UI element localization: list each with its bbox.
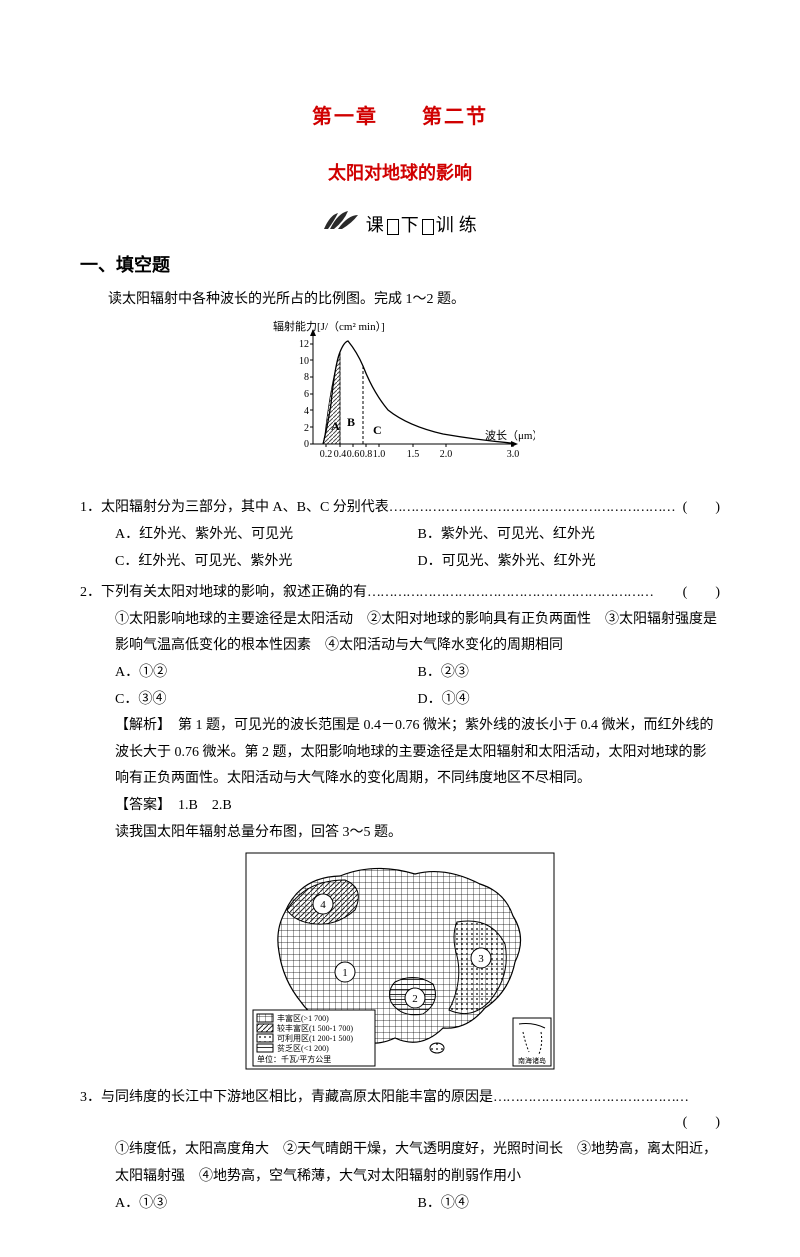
chapter-title: 第一章 第二节 bbox=[80, 100, 720, 129]
svg-text:丰富区(>1 700): 丰富区(>1 700) bbox=[277, 1013, 329, 1023]
svg-text:4: 4 bbox=[304, 406, 309, 417]
q2-opt-a: A．①② bbox=[115, 660, 418, 687]
svg-text:1.0: 1.0 bbox=[373, 449, 386, 460]
svg-text:0: 0 bbox=[304, 439, 309, 450]
q2-number: 2． bbox=[80, 580, 101, 605]
svg-text:0.6: 0.6 bbox=[347, 449, 360, 460]
ylabel: 辐射能力[J/（cm² min）] bbox=[273, 320, 385, 333]
decor-text: 课下训练 bbox=[366, 215, 478, 235]
svg-text:0.8: 0.8 bbox=[360, 449, 373, 460]
svg-text:单位：千瓦/平方公里: 单位：千瓦/平方公里 bbox=[257, 1054, 331, 1064]
q2-items: ①太阳影响地球的主要途径是太阳活动 ②太阳对地球的影响具有正负两面性 ③太阳辐射… bbox=[115, 607, 720, 660]
svg-text:2: 2 bbox=[412, 993, 418, 1005]
svg-text:0.2: 0.2 bbox=[320, 449, 333, 460]
q1-opt-d: D．可见光、紫外光、红外光 bbox=[418, 549, 721, 576]
figure-map: 1 2 3 4 丰富区(>1 700) 较丰富区(1 500-1 700) bbox=[80, 852, 720, 1075]
svg-text:B: B bbox=[347, 415, 355, 429]
svg-text:A: A bbox=[331, 419, 340, 433]
svg-text:4: 4 bbox=[320, 899, 326, 911]
svg-text:12: 12 bbox=[299, 339, 309, 350]
q1-number: 1． bbox=[80, 495, 101, 520]
question-3: 3． 与同纬度的长江中下游地区相比，青藏高原太阳能丰富的原因是( ) bbox=[80, 1085, 720, 1135]
q3-number: 3． bbox=[80, 1085, 101, 1135]
figure-spectrum: 辐射能力[J/（cm² min）] 0 2 4 6 8 10 12 bbox=[80, 320, 720, 485]
svg-text:3.0: 3.0 bbox=[507, 449, 520, 460]
q2-answer: 【答案】 1.B 2.B bbox=[115, 793, 720, 820]
q2-stem: 下列有关太阳对地球的影响，叙述正确的有 bbox=[101, 585, 367, 600]
question-1: 1． 太阳辐射分为三部分，其中 A、B、C 分别代表 ( ) bbox=[80, 495, 720, 520]
svg-text:南海诸岛: 南海诸岛 bbox=[518, 1056, 546, 1065]
q3-items: ①纬度低，太阳高度角大 ②天气晴朗干燥，大气透明度好，光照时间长 ③地势高，离太… bbox=[115, 1137, 720, 1190]
question-2: 2． 下列有关太阳对地球的影响，叙述正确的有 ( ) bbox=[80, 580, 720, 605]
q3-stem: 与同纬度的长江中下游地区相比，青藏高原太阳能丰富的原因是 bbox=[101, 1090, 493, 1105]
leaf-icon bbox=[322, 209, 362, 231]
xlabel: 波长（μm） bbox=[485, 429, 535, 442]
q1-paren: ( ) bbox=[683, 495, 720, 520]
heading-fill-blank: 一、填空题 bbox=[80, 251, 720, 277]
intro-1-2: 读太阳辐射中各种波长的光所占的比例图。完成 1～2 题。 bbox=[80, 287, 720, 312]
svg-text:可利用区(1 200-1 500): 可利用区(1 200-1 500) bbox=[277, 1033, 353, 1043]
q1-opt-a: A．红外光、紫外光、可见光 bbox=[115, 522, 418, 549]
svg-text:1: 1 bbox=[342, 967, 348, 979]
intro-3-5: 读我国太阳年辐射总量分布图，回答 3～5 题。 bbox=[115, 820, 720, 847]
q2-explain: 【解析】 第 1 题，可见光的波长范围是 0.4－0.76 微米；紫外线的波长小… bbox=[115, 713, 720, 793]
q1-opt-c: C．红外光、可见光、紫外光 bbox=[115, 549, 418, 576]
section-title: 太阳对地球的影响 bbox=[80, 159, 720, 185]
q2-opt-d: D．①④ bbox=[418, 687, 721, 714]
q2-opt-c: C．③④ bbox=[115, 687, 418, 714]
svg-text:贫乏区(<1 200): 贫乏区(<1 200) bbox=[277, 1043, 329, 1053]
q1-stem: 太阳辐射分为三部分，其中 A、B、C 分别代表 bbox=[101, 500, 389, 515]
q3-opt-a: A．①③ bbox=[115, 1191, 418, 1218]
svg-text:较丰富区(1 500-1 700): 较丰富区(1 500-1 700) bbox=[277, 1023, 353, 1033]
decor-banner: 课下训练 bbox=[80, 209, 720, 237]
q2-paren: ( ) bbox=[683, 580, 720, 605]
svg-text:2.0: 2.0 bbox=[440, 449, 453, 460]
svg-text:6: 6 bbox=[304, 389, 309, 400]
q2-opt-b: B．②③ bbox=[418, 660, 721, 687]
svg-text:C: C bbox=[373, 423, 382, 437]
svg-text:8: 8 bbox=[304, 372, 309, 383]
q3-opt-b: B．①④ bbox=[418, 1191, 721, 1218]
svg-text:3: 3 bbox=[478, 953, 484, 965]
q1-opt-b: B．紫外光、可见光、红外光 bbox=[418, 522, 721, 549]
svg-text:2: 2 bbox=[304, 423, 309, 434]
svg-text:1.5: 1.5 bbox=[407, 449, 420, 460]
svg-text:0.4: 0.4 bbox=[334, 449, 347, 460]
svg-text:10: 10 bbox=[299, 356, 309, 367]
